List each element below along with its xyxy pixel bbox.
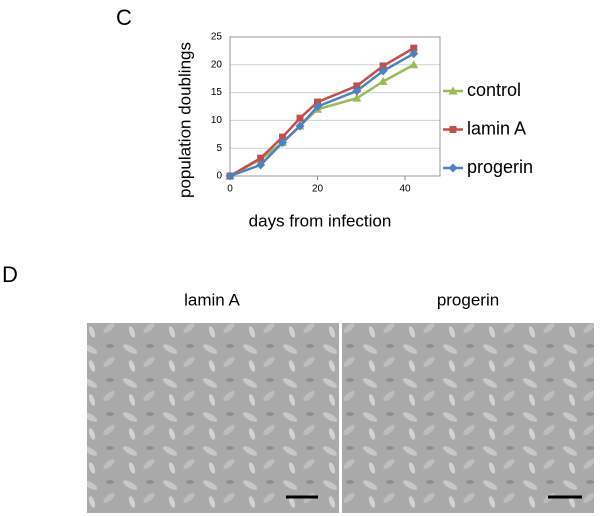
y-tick-label: 25 — [211, 32, 223, 43]
marker — [352, 93, 362, 102]
y-tick-label: 0 — [216, 171, 222, 182]
y-tick-label: 20 — [211, 59, 223, 70]
x-axis-label: days from infection — [249, 211, 392, 230]
marker — [313, 102, 322, 111]
panel-label: D — [2, 262, 18, 287]
micrograph — [342, 323, 594, 513]
marker — [449, 126, 457, 133]
panel-label: C — [116, 5, 132, 30]
marker — [409, 49, 419, 59]
series-line — [229, 47, 415, 178]
marker — [409, 60, 419, 69]
legend-label: lamin A — [467, 118, 526, 138]
marker — [379, 62, 387, 70]
marker — [256, 160, 266, 170]
y-axis-label: population doublings — [175, 42, 194, 198]
marker — [378, 66, 388, 76]
marker — [278, 138, 287, 148]
y-tick-label: 5 — [216, 143, 222, 154]
x-tick-label: 20 — [312, 184, 324, 195]
marker — [352, 86, 362, 96]
y-tick-label: 15 — [211, 87, 223, 98]
marker — [225, 171, 235, 181]
micrograph — [87, 323, 339, 513]
legend-label: progerin — [467, 157, 533, 177]
marker — [279, 133, 286, 141]
marker — [410, 44, 418, 52]
marker — [257, 154, 265, 162]
x-tick-label: 0 — [227, 184, 233, 195]
y-tick-label: 10 — [211, 115, 223, 126]
x-tick-label: 40 — [399, 184, 411, 195]
marker — [448, 86, 458, 95]
image-caption: progerin — [437, 290, 499, 309]
series-line — [229, 52, 415, 178]
legend-label: control — [467, 80, 521, 100]
marker — [378, 76, 388, 85]
marker — [353, 82, 361, 90]
marker — [295, 121, 305, 131]
plot-frame — [229, 36, 441, 177]
marker — [296, 114, 304, 122]
image-caption: lamin A — [184, 290, 240, 309]
marker — [448, 163, 458, 173]
